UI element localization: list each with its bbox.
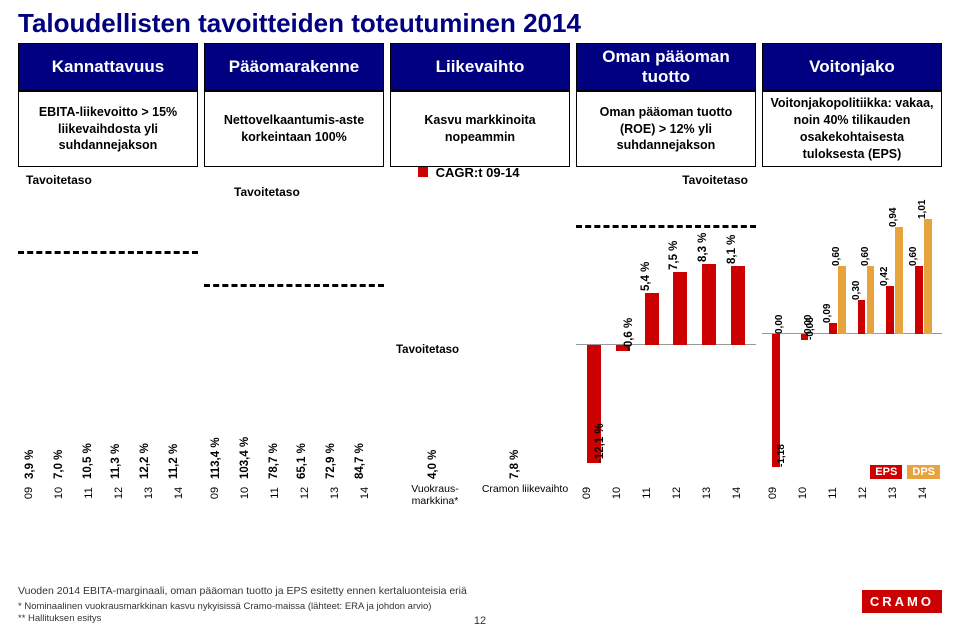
footer-l2: * Nominaalinen vuokrausmarkkinan kasvu n… [18, 601, 942, 613]
desc-row: EBITA-liikevoitto > 15% liikevaihdosta y… [0, 91, 960, 167]
legend-eps: EPS [870, 465, 902, 479]
chart-liikevaihto: CAGR:t 09-14 Tavoitetaso 4,0 %7,8 % Vuok… [390, 173, 570, 503]
hdr-2: Liikevaihto [390, 43, 570, 91]
hdr-3: Oman pääoman tuotto [576, 43, 756, 91]
desc-2: Kasvu markkinoita nopeammin [390, 91, 570, 167]
c4-target-label: Tavoitetaso [682, 173, 748, 187]
c1-target-label: Tavoitetaso [26, 173, 92, 187]
legend-epsdps: EPS DPS [868, 465, 940, 479]
page-title: Taloudellisten tavoitteiden toteutuminen… [0, 0, 960, 43]
cagr-swatch [418, 167, 428, 177]
hdr-4: Voitonjako [762, 43, 942, 91]
hdr-0: Kannattavuus [18, 43, 198, 91]
c3-title: CAGR:t 09-14 [436, 165, 520, 180]
chart-roe: Tavoitetaso -12,1 %-0,6 %5,4 %7,5 %8,3 %… [576, 173, 756, 503]
chart-kannattavuus: Tavoitetaso 3,9 %7,0 %10,5 %11,3 %12,2 %… [18, 173, 198, 503]
desc-4: Voitonjakopolitiikka: vakaa, noin 40% ti… [762, 91, 942, 167]
cramo-logo: CRAMO [862, 590, 942, 613]
desc-1: Nettovelkaantumis-aste korkeintaan 100% [204, 91, 384, 167]
page-number: 12 [474, 615, 486, 627]
chart-paaomarakenne: Tavoitetaso 113,4 %103,4 %78,7 %65,1 %72… [204, 173, 384, 503]
desc-0: EBITA-liikevoitto > 15% liikevaihdosta y… [18, 91, 198, 167]
chart-voitonjako: -1,180,00-0,060,000,090,600,300,600,420,… [762, 173, 942, 503]
charts-row: Tavoitetaso 3,9 %7,0 %10,5 %11,3 %12,2 %… [0, 167, 960, 503]
desc-3: Oman pääoman tuotto (ROE) > 12% yli suhd… [576, 91, 756, 167]
hdr-1: Pääomarakenne [204, 43, 384, 91]
c2-target-label: Tavoitetaso [234, 185, 300, 199]
legend-dps: DPS [907, 465, 940, 479]
header-row: Kannattavuus Pääomarakenne Liikevaihto O… [0, 43, 960, 91]
footer-l1: Vuoden 2014 EBITA-marginaali, oman pääom… [18, 585, 942, 598]
